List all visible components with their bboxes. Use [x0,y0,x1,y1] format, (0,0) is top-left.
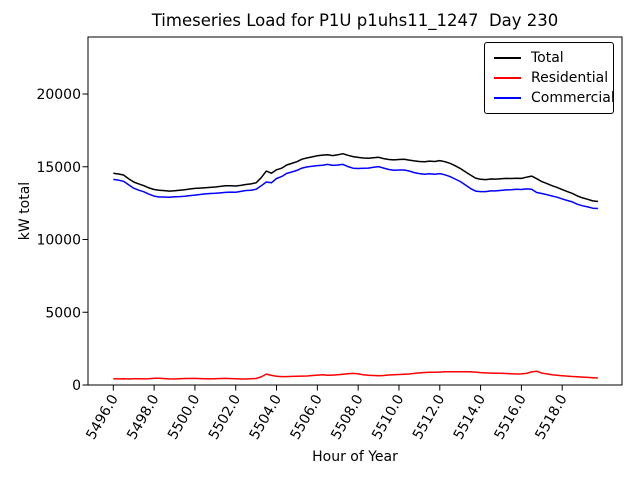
x-tick-label: 5498.0 [124,392,162,442]
x-tick-label: 5504.0 [247,392,285,442]
x-tick-label: 5506.0 [287,392,325,442]
x-axis-label: Hour of Year [312,449,398,465]
x-tick-label: 5516.0 [492,392,530,442]
x-tick-label: 5502.0 [206,392,244,442]
legend-label-residential: Residential [531,70,609,86]
y-axis-label: kW total [17,181,33,241]
y-tick-label: 20000 [36,87,81,103]
legend-swatch-residential [494,77,521,79]
x-tick-label: 5514.0 [451,392,489,442]
y-tick-label: 15000 [36,160,81,176]
y-tick-label: 0 [72,378,81,394]
y-tick-label: 10000 [36,233,81,249]
legend-label-total: Total [531,50,564,66]
x-tick-label: 5512.0 [410,392,448,442]
series-line-residential [113,370,598,380]
legend: Total Residential Commercial [484,42,615,114]
legend-item-commercial: Commercial [494,88,615,108]
legend-swatch-total [494,57,521,59]
x-tick-label: 5500.0 [165,392,203,442]
y-tick-label: 5000 [45,305,81,321]
chart-title: Timeseries Load for P1U p1uhs11_1247 Day… [151,11,559,30]
axes-spines [87,36,623,386]
legend-swatch-commercial [494,97,521,99]
x-tick-label: 5496.0 [83,392,121,442]
x-tick-label: 5510.0 [369,392,407,442]
x-tick-label: 5518.0 [532,392,570,442]
legend-label-commercial: Commercial [531,90,615,106]
legend-item-total: Total [494,48,613,68]
series-line-total [113,152,598,203]
series-line-commercial [113,163,598,210]
legend-item-residential: Residential [494,68,613,88]
x-tick-label: 5508.0 [328,392,366,442]
